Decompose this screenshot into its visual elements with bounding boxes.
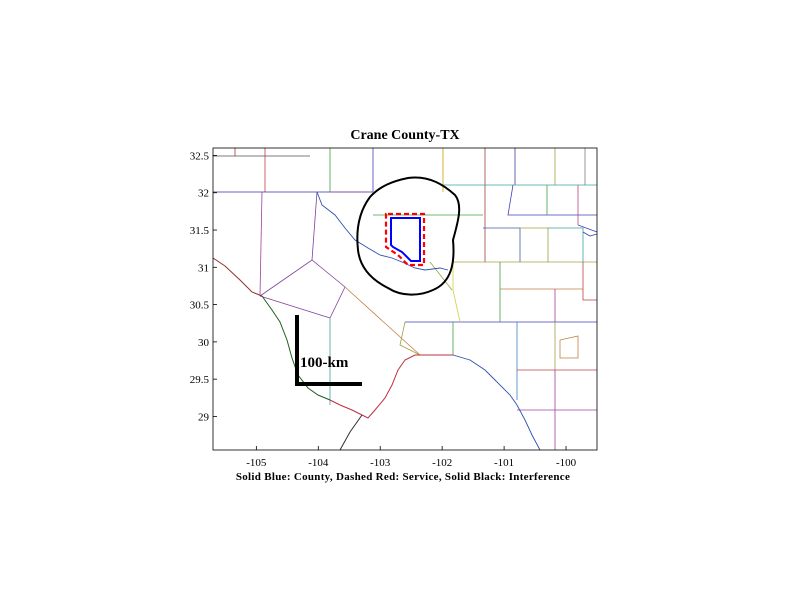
scale-bar: 100-km [295, 315, 362, 386]
y-tick-label: 32.5 [190, 150, 210, 162]
y-tick-label: 29 [198, 411, 210, 423]
x-tick-label: -105 [246, 457, 267, 469]
map-plot-area: 100-km [212, 147, 598, 451]
y-axis-ticks: 32.5 32 31.5 31 30.5 30 29.5 29 [190, 150, 217, 423]
y-tick-label: 29.5 [190, 374, 210, 386]
interference-contour [356, 176, 461, 296]
x-tick-label: -101 [494, 457, 514, 469]
county-boundaries [213, 148, 598, 450]
map-caption: Solid Blue: County, Dashed Red: Service,… [236, 471, 570, 483]
county-boundary [390, 217, 421, 262]
x-tick-label: -103 [370, 457, 391, 469]
y-tick-label: 30.5 [190, 300, 210, 312]
y-tick-label: 32 [198, 188, 209, 200]
scale-bar-label: 100-km [300, 355, 349, 371]
x-axis-ticks: -105 -104 -103 -102 -101 -100 [246, 446, 577, 469]
y-tick-label: 31.5 [190, 225, 210, 237]
map-title: Crane County-TX [350, 128, 459, 143]
state-border [212, 257, 263, 297]
plot-frame [212, 147, 598, 451]
service-contour [384, 212, 426, 267]
y-tick-label: 30 [198, 337, 210, 349]
x-tick-label: -102 [432, 457, 452, 469]
x-tick-label: -100 [556, 457, 577, 469]
y-tick-label: 31 [198, 262, 209, 274]
x-tick-label: -104 [308, 457, 329, 469]
river-line [316, 191, 449, 271]
